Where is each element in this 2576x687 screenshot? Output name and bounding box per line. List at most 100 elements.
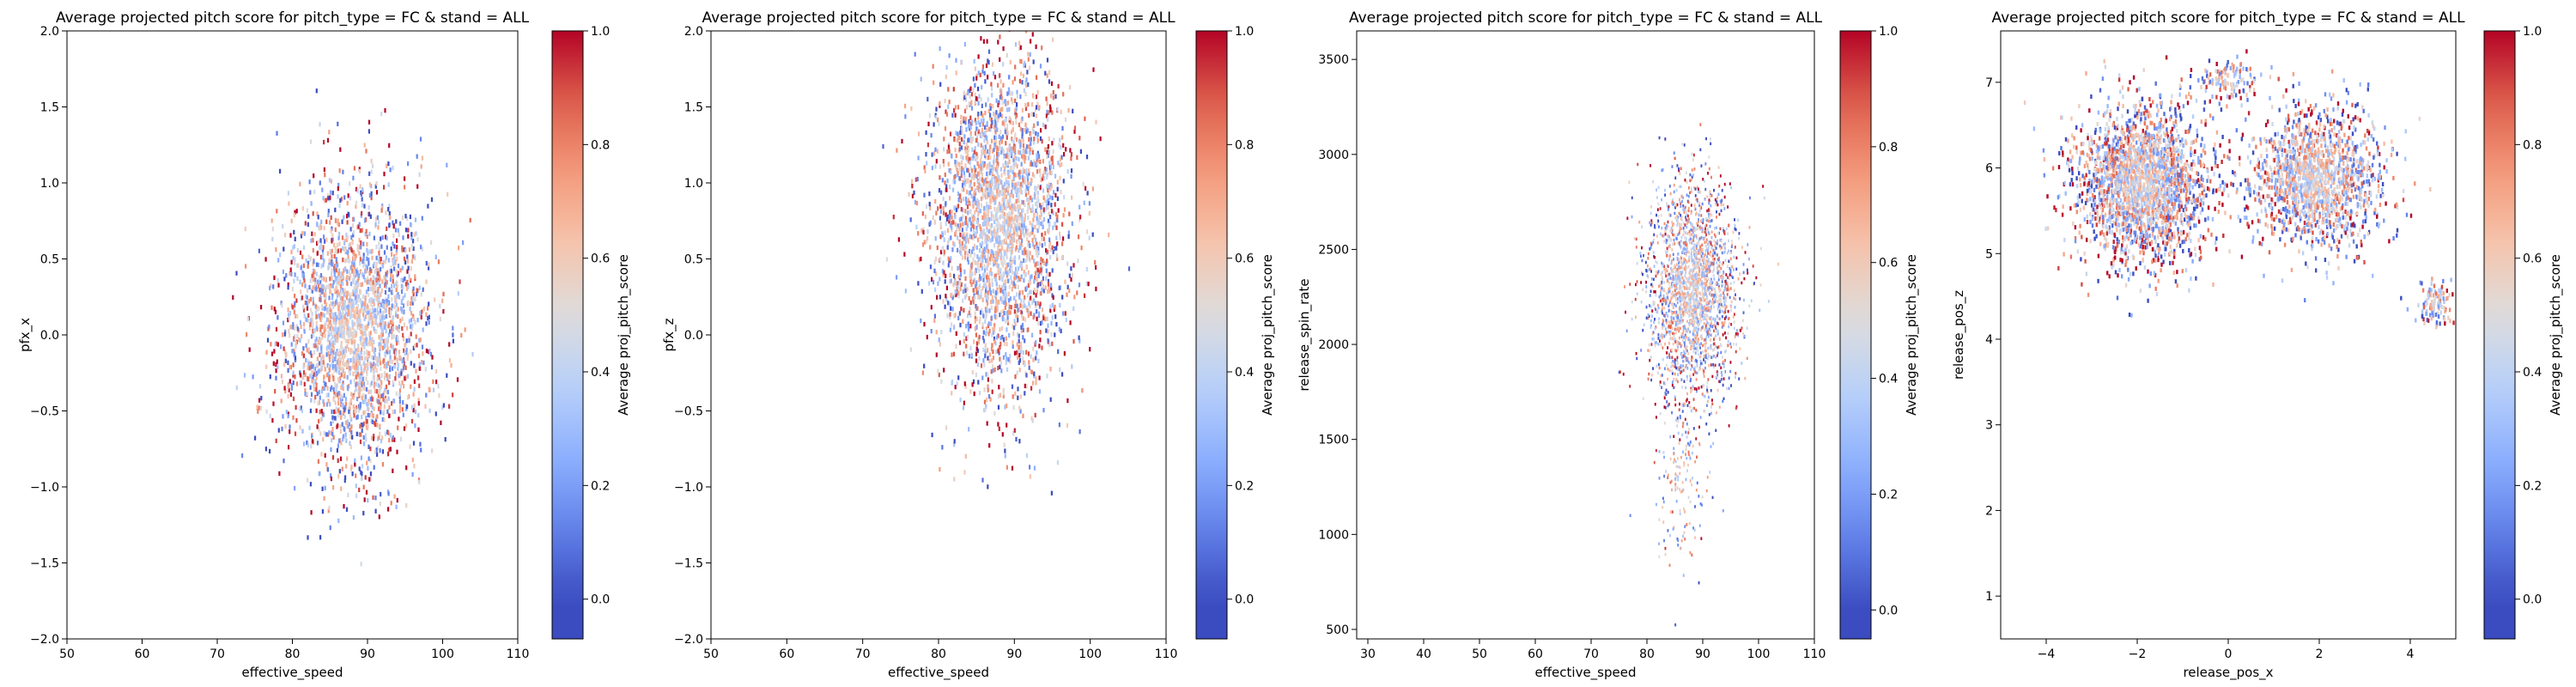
heatmap-cell (1020, 161, 1023, 167)
heatmap-cell (319, 337, 321, 342)
heatmap-cell (388, 210, 391, 216)
heatmap-cell (319, 297, 322, 303)
heatmap-cell (977, 142, 980, 147)
heatmap-cell (296, 248, 299, 253)
heatmap-cell (965, 292, 968, 298)
heatmap-cell (953, 439, 956, 444)
heatmap-cell (1031, 102, 1034, 107)
heatmap-cell (347, 258, 349, 264)
heatmap-cell (993, 274, 996, 279)
heatmap-cell (963, 338, 965, 344)
heatmap-cell (1054, 212, 1058, 217)
heatmap-cell (410, 404, 414, 410)
heatmap-cell (402, 400, 404, 405)
heatmap-cell (356, 414, 359, 419)
heatmap-cell (1024, 179, 1026, 185)
heatmap-cell (382, 338, 385, 344)
heatmap-cell (999, 336, 1002, 341)
heatmap-cell (295, 209, 298, 214)
heatmap-cell (376, 452, 379, 457)
heatmap-cell (284, 353, 287, 358)
heatmap-cell (327, 332, 330, 337)
heatmap-cell (990, 346, 993, 352)
heatmap-cell (991, 165, 993, 171)
heatmap-cell (314, 379, 317, 385)
heatmap-cell (1031, 222, 1034, 228)
heatmap-cell (385, 324, 387, 329)
heatmap-cell (343, 335, 346, 340)
heatmap-cell (969, 135, 972, 140)
heatmap-cell (428, 262, 430, 267)
heatmap-cell (1008, 198, 1011, 203)
heatmap-cell (377, 301, 380, 307)
heatmap-cell (1018, 225, 1021, 231)
heatmap-cell (342, 296, 344, 301)
heatmap-cell (333, 288, 336, 294)
heatmap-cell (1017, 187, 1019, 192)
heatmap-cell (367, 251, 369, 256)
heatmap-cell (333, 368, 336, 374)
heatmap-cell (986, 149, 989, 154)
heatmap-cell (1025, 453, 1028, 459)
heatmap-cell (1053, 137, 1055, 143)
heatmap-cell (990, 300, 993, 305)
heatmap-cell (998, 174, 1000, 180)
heatmap-cell (1034, 276, 1036, 281)
heatmap-cell (983, 272, 986, 278)
heatmap-cell (975, 225, 978, 231)
heatmap-cell (322, 398, 325, 404)
heatmap-cell (1030, 39, 1032, 44)
heatmap-cell (302, 441, 306, 447)
heatmap-cell (289, 311, 291, 316)
heatmap-cell (1007, 183, 1011, 188)
heatmap-cell (235, 271, 238, 276)
heatmap-cell (928, 113, 932, 119)
heatmap-cell (963, 236, 966, 241)
heatmap-cell (319, 352, 321, 357)
heatmap-cell (993, 323, 996, 328)
heatmap-cell (1021, 180, 1024, 185)
heatmap-cell (1000, 273, 1003, 279)
heatmap-cell (1056, 217, 1059, 223)
heatmap-cell (320, 409, 323, 414)
heatmap-cell (341, 324, 343, 329)
heatmap-cell (393, 494, 396, 499)
heatmap-cell (384, 315, 386, 320)
heatmap-cell (1001, 229, 1004, 234)
heatmap-cell (964, 239, 967, 244)
heatmap-cell (284, 350, 287, 355)
heatmap-cell (290, 271, 293, 277)
heatmap-cell (1016, 270, 1018, 275)
heatmap-cell (371, 343, 374, 348)
heatmap-cell (1042, 216, 1046, 222)
heatmap-cell (1024, 258, 1027, 264)
heatmap-cell (419, 137, 422, 142)
heatmap-cell (351, 307, 354, 313)
heatmap-cell (993, 112, 996, 118)
heatmap-cell (885, 257, 888, 262)
heatmap-cell (932, 64, 934, 69)
heatmap-cell (1006, 227, 1010, 232)
heatmap-cell (310, 510, 313, 515)
heatmap-cell (991, 283, 993, 288)
heatmap-cell (1066, 292, 1068, 297)
heatmap-cell (303, 231, 306, 236)
heatmap-cell (986, 301, 989, 306)
heatmap-cell (1033, 290, 1036, 295)
heatmap-cell (997, 333, 999, 338)
heatmap-cell (298, 406, 301, 411)
heatmap-cell (325, 302, 328, 307)
heatmap-cell (918, 257, 920, 263)
heatmap-cell (1084, 185, 1087, 191)
heatmap-cell (1062, 236, 1065, 241)
heatmap-cell (275, 438, 277, 443)
heatmap-cell (316, 307, 319, 312)
x-axis-label: effective_speed (241, 665, 343, 681)
heatmap-cell (289, 233, 292, 238)
heatmap-cell (334, 409, 337, 414)
heatmap-cell (959, 275, 962, 281)
heatmap-cell (432, 379, 434, 385)
heatmap-cell (1018, 338, 1020, 344)
heatmap-cell (943, 237, 945, 243)
heatmap-cell (377, 389, 380, 394)
